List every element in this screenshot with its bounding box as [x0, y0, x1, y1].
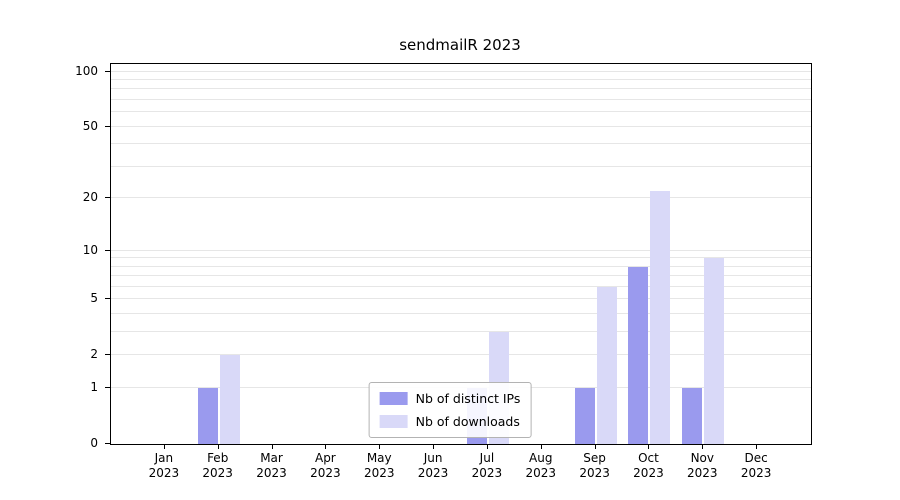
gridline-80 — [111, 88, 811, 90]
x-tick-jan — [163, 445, 165, 449]
x-tick-aug — [540, 445, 542, 449]
y-tick-2 — [105, 354, 110, 356]
x-tick-nov — [702, 445, 704, 449]
x-tick-mar — [271, 445, 273, 449]
y-tick-label-0: 0 — [90, 436, 98, 450]
x-tick-label-oct: Oct 2023 — [633, 451, 664, 480]
x-tick-jun — [433, 445, 435, 449]
gridline-40 — [111, 143, 811, 145]
gridline-9 — [111, 257, 811, 259]
x-tick-apr — [325, 445, 327, 449]
plot-area — [110, 63, 812, 445]
y-tick-5 — [105, 298, 110, 300]
x-tick-label-dec: Dec 2023 — [740, 451, 772, 480]
gridline-70 — [111, 99, 811, 101]
bar-distinct-ips-feb — [197, 388, 218, 444]
bar-distinct-ips-oct — [628, 266, 649, 444]
x-tick-label-jul: Jul 2023 — [471, 451, 503, 480]
x-tick-label-sep: Sep 2023 — [579, 451, 610, 480]
gridline-6 — [111, 286, 811, 287]
gridline-50 — [111, 125, 811, 127]
gridline-5 — [111, 298, 811, 300]
x-tick-jul — [486, 445, 488, 449]
gridline-90 — [111, 79, 811, 81]
x-tick-dec — [756, 445, 758, 449]
bar-downloads-oct — [650, 191, 671, 444]
x-tick-label-apr: Apr 2023 — [310, 451, 341, 480]
x-tick-oct — [648, 445, 650, 449]
y-tick-20 — [105, 197, 110, 199]
x-tick-feb — [217, 445, 219, 449]
y-tick-label-2: 2 — [90, 347, 98, 362]
legend-item-downloads: Nb of downloads — [379, 414, 521, 429]
gridline-20 — [111, 197, 811, 199]
y-tick-0 — [105, 443, 110, 444]
x-tick-may — [379, 445, 381, 449]
y-tick-100 — [105, 70, 110, 72]
legend-label-downloads: Nb of downloads — [415, 414, 520, 429]
y-tick-label-10: 10 — [82, 242, 98, 257]
gridline-2 — [111, 354, 811, 356]
x-tick-label-aug: Aug 2023 — [525, 451, 557, 480]
gridline-4 — [111, 313, 811, 315]
x-tick-label-nov: Nov 2023 — [687, 451, 718, 480]
gridline-8 — [111, 265, 811, 267]
x-tick-label-may: May 2023 — [363, 451, 395, 480]
gridline-3 — [111, 331, 811, 333]
chart-title: sendmailR 2023 — [399, 36, 521, 54]
gridline-10 — [111, 249, 811, 251]
bar-distinct-ips-sep — [574, 388, 595, 444]
gridline-60 — [111, 111, 811, 113]
y-tick-label-100: 100 — [75, 63, 98, 78]
gridline-30 — [111, 165, 811, 167]
y-tick-label-1: 1 — [90, 380, 98, 395]
legend-label-distinct-ips: Nb of distinct IPs — [415, 391, 521, 406]
x-tick-label-jun: Jun 2023 — [417, 451, 449, 480]
legend-swatch-downloads — [379, 415, 408, 428]
y-tick-1 — [105, 387, 110, 389]
y-tick-label-20: 20 — [82, 190, 98, 205]
x-tick-label-feb: Feb 2023 — [202, 451, 233, 480]
gridline-100 — [111, 70, 811, 72]
bar-downloads-feb — [219, 355, 240, 444]
legend-swatch-distinct-ips — [379, 392, 408, 405]
bar-downloads-nov — [704, 258, 725, 444]
gridline-7 — [111, 275, 811, 277]
x-tick-label-mar: Mar 2023 — [256, 451, 287, 480]
y-tick-label-5: 5 — [90, 291, 98, 306]
x-tick-label-jan: Jan 2023 — [148, 451, 180, 480]
legend-item-distinct-ips: Nb of distinct IPs — [379, 391, 521, 406]
y-tick-10 — [105, 249, 110, 251]
y-tick-50 — [105, 125, 110, 127]
bar-distinct-ips-nov — [682, 388, 703, 444]
legend: Nb of distinct IPs Nb of downloads — [368, 382, 532, 438]
bar-downloads-sep — [596, 287, 617, 444]
y-tick-label-50: 50 — [82, 118, 98, 133]
x-tick-sep — [594, 445, 596, 449]
